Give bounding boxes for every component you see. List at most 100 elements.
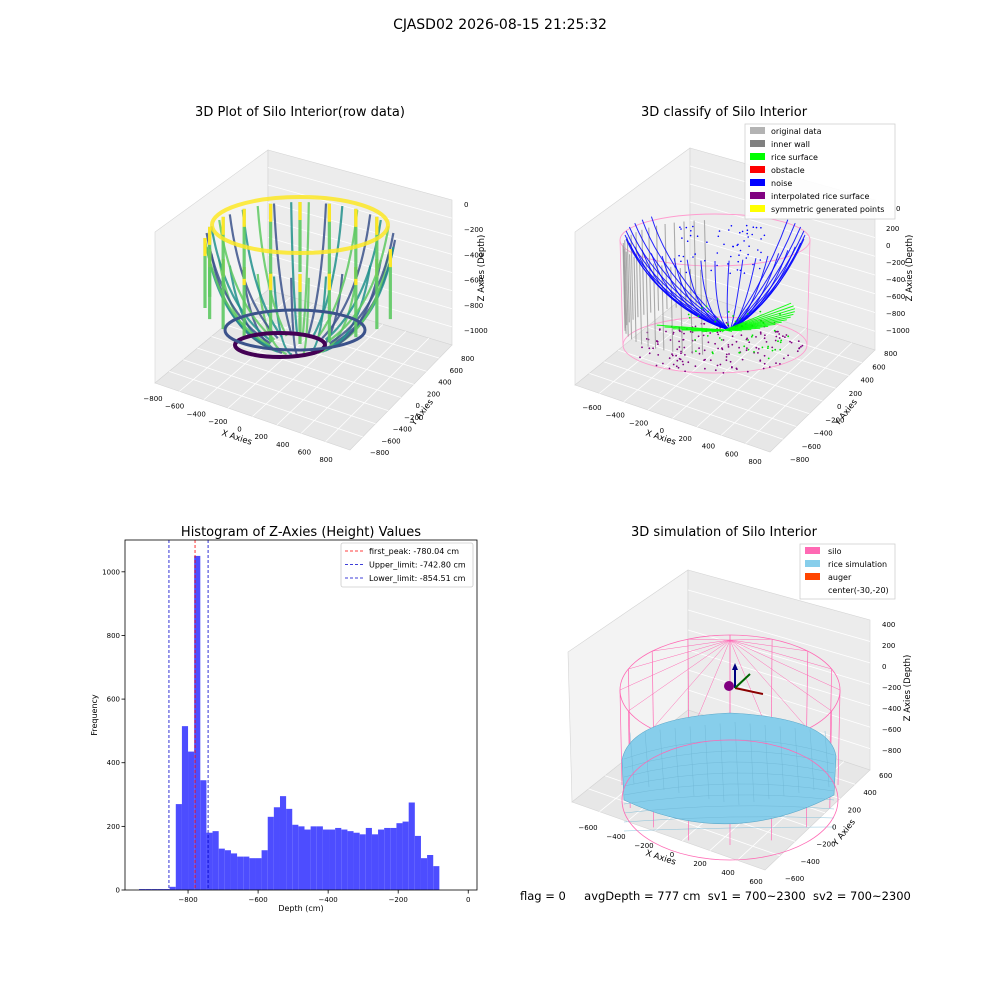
inner-wall-strand: [661, 265, 665, 351]
y-tick-label: −600: [381, 437, 400, 445]
histogram-bar: [151, 889, 158, 890]
interpolated-surface-point: [704, 367, 706, 370]
interpolated-surface-point: [687, 361, 690, 364]
legend-label: interpolated rice surface: [771, 192, 869, 201]
x-tick-label: −800: [178, 896, 197, 904]
z-tick-label: 200: [886, 225, 899, 233]
rice-surface-point: [701, 307, 703, 309]
silo-side-line: [806, 239, 811, 346]
histogram-bar: [200, 780, 207, 890]
back-grid-line: [267, 184, 453, 237]
rice-mesh-line: [824, 730, 830, 788]
histogram-bar: [304, 829, 311, 890]
z-tick-label: 0: [886, 242, 890, 250]
x-tick-label: 200: [254, 433, 267, 441]
interpolated-surface-point: [703, 349, 706, 352]
noise-point: [752, 226, 755, 228]
interpolated-surface-point: [725, 359, 728, 362]
histogram-bar: [378, 829, 385, 890]
x-tick-label: 400: [702, 443, 715, 451]
histogram-bar: [353, 832, 360, 890]
interpolated-surface-point: [759, 331, 762, 334]
z-tick-label: −800: [886, 310, 905, 318]
raw-lower-ring: [223, 308, 367, 352]
interpolated-surface-point: [668, 367, 671, 370]
y-tick-label: −200: [404, 414, 423, 422]
x-tick-label: −400: [606, 833, 625, 841]
histogram-bar: [414, 835, 421, 890]
interpolated-surface-point: [707, 341, 710, 344]
inner-wall-strand: [625, 251, 629, 337]
noise-point: [696, 235, 699, 237]
interpolated-surface-point: [722, 372, 725, 374]
interpolated-surface-point: [678, 329, 681, 332]
rice-surface-point: [743, 345, 746, 348]
histogram-bar: [427, 855, 434, 890]
x-tick-label: 200: [678, 435, 691, 443]
noise-point: [751, 233, 753, 236]
legend-swatch: [750, 166, 765, 173]
inner-wall-strand: [641, 229, 645, 315]
z-tick-label: −600: [882, 726, 901, 734]
interpolated-surface-point: [662, 362, 664, 365]
legend-label: rice simulation: [828, 560, 887, 569]
noise-strand: [650, 216, 731, 331]
interpolated-surface-point: [774, 339, 777, 342]
noise-strand: [624, 234, 731, 331]
floor-grid-line: [300, 330, 407, 434]
histogram-legend: first_peak: -780.04 cm Upper_limit: -742.…: [340, 542, 474, 588]
histogram-bar: [175, 804, 182, 890]
inner-wall-strand: [629, 254, 633, 340]
y-tick-label: 400: [863, 789, 876, 797]
interpolated-surface-point: [801, 344, 804, 347]
noise-point: [760, 251, 762, 254]
noise-strand: [726, 260, 731, 331]
floor-grid-line: [720, 335, 830, 436]
silo-cone-line: [628, 639, 731, 670]
rice-mesh-line: [623, 794, 835, 805]
z-tick-label: −400: [886, 276, 905, 284]
legend-swatch: [750, 205, 765, 212]
histogram-bar: [279, 796, 287, 890]
legend-label: inner wall: [771, 140, 810, 149]
rice-surface-point: [747, 339, 749, 341]
interpolated-surface-point: [748, 341, 751, 344]
inner-wall-strand: [645, 261, 649, 347]
interpolated-surface-point: [800, 345, 802, 348]
x-tick-label: −600: [578, 824, 597, 832]
back-grid-line: [689, 255, 876, 313]
histogram-bar: [194, 555, 201, 890]
rice-surface-point: [687, 313, 690, 316]
noise-point: [747, 236, 749, 238]
y-tick-label: 600: [879, 772, 892, 780]
noise-point: [730, 255, 732, 258]
simulation-3d-panel: 3D simulation of Silo Interior silo rice s…: [567, 525, 913, 886]
noise-point: [686, 240, 689, 242]
histogram-bar: [206, 832, 213, 890]
z-tick-label: −200: [464, 226, 483, 234]
rice-surface-point: [727, 311, 730, 313]
y-tick-label: 400: [438, 379, 451, 387]
rice-surface-point: [728, 329, 731, 332]
y-tick-label: 0: [832, 824, 836, 832]
interpolated-surface-point: [763, 337, 766, 340]
noise-point: [680, 228, 682, 230]
rice-mesh-line: [704, 724, 710, 800]
interpolated-surface-point: [738, 346, 740, 349]
histogram-bar: [384, 827, 391, 890]
rice-mesh-line: [809, 729, 815, 791]
x-tick-label: 800: [748, 458, 761, 466]
rice-surface-point: [726, 323, 729, 325]
x-tick-label: −400: [319, 896, 338, 904]
x-tick-label: 600: [725, 450, 738, 458]
silo-wire-line: [687, 639, 690, 730]
noise-point: [706, 241, 708, 243]
noise-point: [723, 243, 725, 246]
x-tick-label: −200: [629, 419, 648, 427]
histogram-bar: [181, 726, 189, 890]
axis-arrow-y: [734, 673, 751, 689]
interpolated-surface-point: [785, 334, 788, 336]
rice-surface-point: [736, 324, 739, 327]
legend-label: Upper_limit: -742.80 cm: [369, 561, 466, 570]
histogram-bar: [267, 816, 274, 890]
